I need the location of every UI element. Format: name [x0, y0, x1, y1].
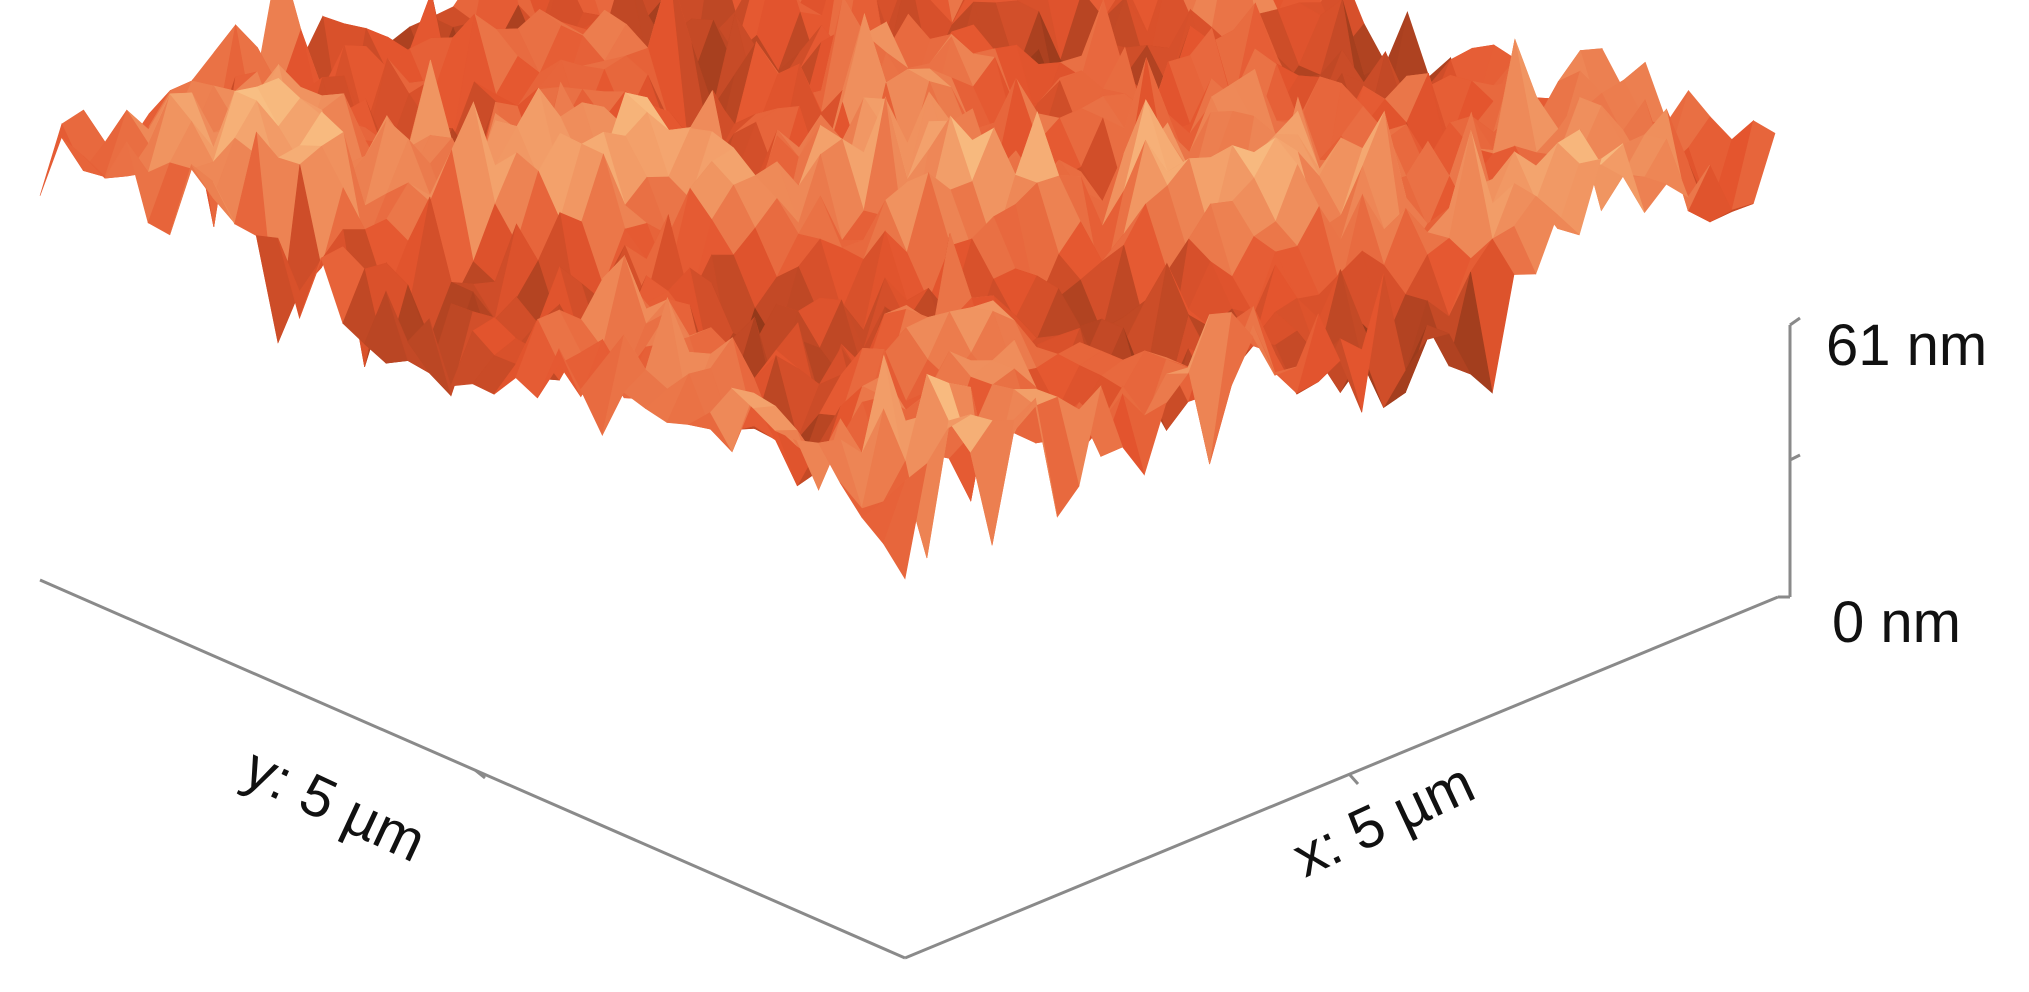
y-tick-mid — [474, 768, 486, 780]
surface-facet — [1318, 0, 1323, 4]
afm-height-surface — [39, 0, 1776, 580]
z-tick-top — [1789, 316, 1801, 327]
surface-facet — [947, 0, 964, 25]
z-max-label: 61 nm — [1826, 313, 1987, 378]
z-tick-mid — [1789, 453, 1801, 462]
y-axis-line — [39, 578, 906, 960]
axis-box — [39, 316, 1801, 960]
x-axis-line — [904, 595, 1779, 960]
surface-facet — [883, 463, 928, 580]
y-axis-label: y: 5 µm — [235, 735, 436, 875]
surface-facet — [1182, 0, 1197, 18]
x-tick-mid — [1348, 774, 1360, 785]
x-axis-label: x: 5 µm — [1283, 750, 1484, 890]
z-min-label: 0 nm — [1832, 590, 1961, 655]
